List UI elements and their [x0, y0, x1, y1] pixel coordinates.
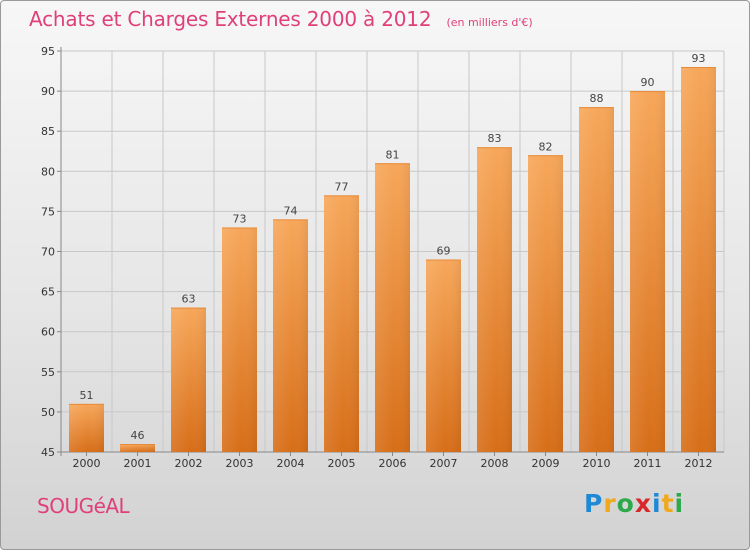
y-tick-label: 45	[41, 446, 55, 459]
bar-value-label: 74	[284, 204, 298, 217]
bar-value-label: 46	[131, 429, 145, 442]
x-tick-label: 2012	[685, 457, 713, 470]
proxiti-logo[interactable]: Proxiti	[584, 489, 684, 518]
x-tick-label: 2010	[583, 457, 611, 470]
x-tick-label: 2007	[430, 457, 458, 470]
logo-letter: x	[634, 489, 652, 518]
y-tick-label: 85	[41, 125, 55, 138]
bar-value-label: 90	[641, 76, 655, 89]
x-tick-label: 2008	[481, 457, 509, 470]
bars	[69, 67, 716, 453]
bar-shine	[324, 195, 359, 453]
bar-shine	[579, 107, 614, 452]
y-tick-label: 90	[41, 85, 55, 98]
bar-value-label: 77	[335, 180, 349, 193]
x-tick-label: 2011	[634, 457, 662, 470]
bar-shine	[426, 259, 461, 452]
y-tick-label: 55	[41, 366, 55, 379]
bar-value-label: 82	[539, 140, 553, 153]
logo-letter: t	[661, 489, 675, 518]
x-tick-label: 2004	[277, 457, 305, 470]
x-tick-label: 2009	[532, 457, 560, 470]
logo-letter: o	[616, 489, 635, 518]
y-tick-label: 65	[41, 286, 55, 299]
y-tick-label: 80	[41, 165, 55, 178]
y-tick-label: 70	[41, 246, 55, 259]
bar-shine	[120, 443, 155, 452]
bar-shine	[528, 155, 563, 452]
chart-title-row: Achats et Charges Externes 2000 à 2012 (…	[29, 7, 533, 31]
x-tick-label: 2006	[379, 457, 407, 470]
bar-shine	[222, 227, 257, 452]
bar-value-label: 63	[182, 293, 196, 306]
bar-value-label: 88	[590, 92, 604, 105]
x-tick-label: 2005	[328, 457, 356, 470]
bar-shine	[171, 307, 206, 452]
y-tick-label: 75	[41, 205, 55, 218]
x-tick-label: 2001	[124, 457, 152, 470]
logo-letter: r	[603, 489, 617, 518]
labels: 45 50 55 60 65 70 75 80 85 90 95 51 2000 46 2001 63 2002…	[41, 45, 713, 470]
logo-letter: i	[674, 489, 685, 518]
x-tick-label: 2003	[226, 457, 254, 470]
bar-shine	[69, 403, 104, 452]
commune-name: SOUGéAL	[37, 494, 130, 518]
y-tick-label: 60	[41, 326, 55, 339]
bar-value-label: 73	[233, 212, 247, 225]
x-tick-label: 2002	[175, 457, 203, 470]
bar-shine	[375, 163, 410, 452]
bar-value-label: 93	[692, 52, 706, 65]
logo-letter: i	[652, 489, 662, 518]
bar-shine	[273, 219, 308, 452]
x-tick-label: 2000	[73, 457, 101, 470]
bar-shine	[630, 91, 665, 452]
chart-subtitle: (en milliers d'€)	[446, 16, 533, 29]
y-tick-label: 50	[41, 406, 55, 419]
bar-value-label: 83	[488, 132, 502, 145]
chart-title: Achats et Charges Externes 2000 à 2012	[29, 7, 432, 31]
bar-value-label: 51	[80, 389, 94, 402]
logo-letter: P	[584, 489, 604, 518]
bar-shine	[681, 67, 716, 452]
y-tick-label: 95	[41, 45, 55, 58]
bar-value-label: 69	[437, 245, 451, 258]
bar-shine	[477, 147, 512, 453]
bar-value-label: 81	[386, 148, 400, 161]
